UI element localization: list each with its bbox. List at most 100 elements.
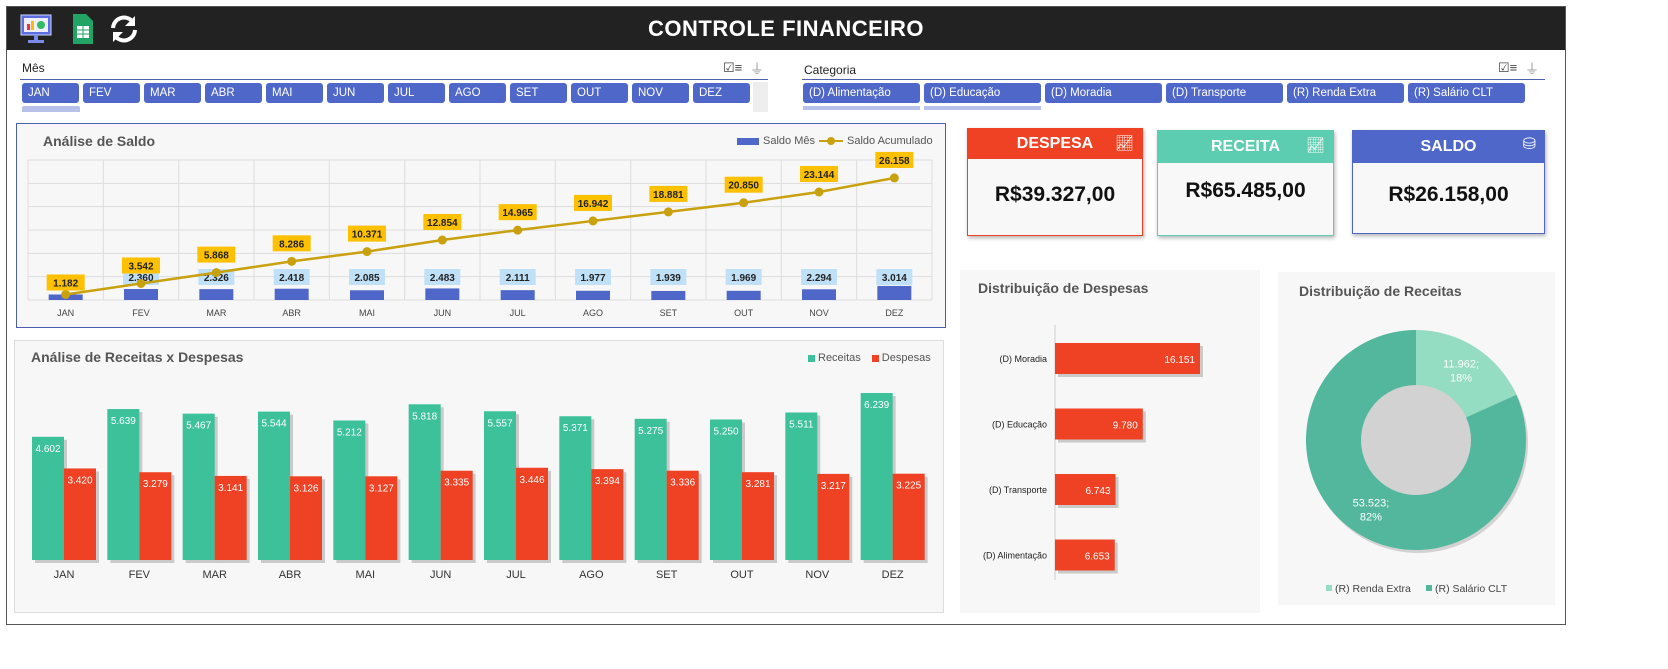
data-label-bg: [575, 269, 611, 285]
data-label-bg: [122, 257, 160, 274]
slice-value-label: 53.523;: [1353, 498, 1390, 510]
saldo-acumulado-point: [513, 225, 523, 235]
category-slicer-overflow-item[interactable]: [803, 106, 920, 110]
x-tick-label: ABR: [282, 308, 301, 318]
x-tick-label: JUL: [510, 308, 526, 318]
x-tick-label: ABR: [279, 569, 302, 581]
data-label-bg: [800, 165, 838, 182]
saldo-mes-label: 2.360: [128, 273, 153, 284]
data-label-bg: [348, 225, 386, 242]
slicer-item-dez[interactable]: DEZ: [693, 83, 750, 103]
slicer-item-out[interactable]: OUT: [571, 83, 628, 103]
header-bar: CONTROLE FINANCEIRO: [7, 7, 1565, 50]
clear-filter-icon[interactable]: ⏚: [1525, 61, 1539, 77]
legend-label: Saldo Mês: [763, 135, 815, 147]
x-tick-label: OUT: [730, 569, 754, 581]
receitas-bar: [559, 416, 592, 560]
despesas-label: 3.281: [745, 479, 770, 490]
slicer-item-mai[interactable]: MAI: [266, 83, 323, 103]
despesas-label: 3.127: [369, 483, 394, 494]
spreadsheet-icon[interactable]: [65, 13, 99, 45]
saldo-mes-label: 2.326: [204, 273, 229, 284]
slicer-item-mar[interactable]: MAR: [144, 83, 201, 103]
saldo-chart-legend: Saldo Mês Saldo Acumulado: [737, 135, 933, 147]
x-tick-label: JAN: [57, 308, 74, 318]
data-label-bg: [650, 269, 687, 285]
x-tick-label: MAI: [359, 308, 375, 318]
slicer-item-jul[interactable]: JUL: [388, 83, 445, 103]
multi-select-icon[interactable]: ☑≡: [723, 60, 743, 75]
slicer-item-ago[interactable]: AGO: [449, 83, 506, 103]
saldo-mes-label: 2.483: [430, 273, 455, 284]
data-label-bg: [424, 269, 461, 285]
saldo-mes-bar: [274, 288, 309, 300]
saldo-acumulado-point: [588, 216, 598, 226]
trend-chart-icon: 📈︎: [1114, 135, 1134, 152]
slicer-item-jun[interactable]: JUN: [327, 83, 384, 103]
slicer-item-nov[interactable]: NOV: [632, 83, 689, 103]
despesas-bar: [365, 476, 398, 560]
despesa-category-bar: [1055, 539, 1115, 571]
despesas-bar: [290, 476, 322, 560]
despesas-label: 3.446: [519, 475, 544, 486]
multi-select-icon[interactable]: ☑≡: [1498, 60, 1518, 75]
saldo-mes-bar: [651, 290, 686, 300]
saldo-mes-label: 2.111: [506, 273, 530, 284]
presentation-chart-icon[interactable]: [19, 13, 53, 45]
legend-swatch-saldo-mes: [737, 137, 759, 145]
slicer-item--r-renda-extra[interactable]: (R) Renda Extra: [1287, 83, 1404, 103]
legend-swatch: [1326, 585, 1332, 591]
saldo-mes-bar: [877, 285, 912, 300]
receitas-bar: [860, 393, 893, 560]
x-tick-label: JAN: [54, 569, 75, 581]
slicer-item-fev[interactable]: FEV: [83, 83, 140, 103]
month-slicer-scrollbar[interactable]: [753, 82, 768, 112]
kpi-card-receita: RECEITA 📈︎ R$65.485,00: [1157, 130, 1334, 236]
saldo-acumulado-label: 10.371: [352, 230, 383, 241]
slicer-item-abr[interactable]: ABR: [205, 83, 262, 103]
slice-percent-label: 18%: [1450, 372, 1472, 384]
saldo-acumulado-point: [362, 247, 372, 257]
x-tick-label: OUT: [734, 308, 754, 318]
saldo-acumulado-point: [814, 187, 824, 197]
data-label-bg: [499, 269, 536, 285]
clear-filter-icon[interactable]: ⏚: [750, 61, 764, 77]
category-slicer-overflow-item[interactable]: [924, 106, 1041, 110]
slicer-item--d-moradia[interactable]: (D) Moradia: [1045, 83, 1162, 103]
receitas-label: 5.818: [412, 411, 437, 422]
month-slicer-overflow-item[interactable]: [22, 106, 80, 112]
y-category-label: (D) Moradia: [999, 354, 1047, 364]
slicer-item--d-transporte[interactable]: (D) Transporte: [1166, 83, 1283, 103]
legend-swatch-saldo-acumulado: [818, 137, 843, 145]
bar-value-label: 6.653: [1085, 552, 1110, 563]
saldo-acumulado-label: 8.286: [279, 239, 304, 250]
slicer-item--r-sal-rio-clt[interactable]: (R) Salário CLT: [1408, 83, 1525, 103]
slicer-item--d-alimenta-o[interactable]: (D) Alimentação: [803, 83, 920, 103]
saldo-acumulado-label: 26.158: [879, 156, 910, 167]
despesas-label: 3.225: [896, 481, 921, 492]
legend-swatch-receitas: [808, 354, 815, 362]
donut-slice: [1306, 330, 1526, 550]
despesa-category-bar: [1055, 408, 1143, 440]
receitas-bar: [710, 419, 742, 560]
receitas-label: 5.467: [186, 421, 211, 432]
data-label-bg: [423, 214, 462, 231]
saldo-acumulado-point: [211, 268, 221, 278]
refresh-icon[interactable]: [107, 13, 141, 45]
slicer-item-jan[interactable]: JAN: [22, 83, 79, 103]
saldo-mes-bar: [726, 290, 761, 300]
y-category-label: (D) Educação: [992, 420, 1047, 430]
saldo-chart: JAN 2.360 FEV 2.326 MAR 2.418 ABR 2.085 MAI 2.483…: [27, 151, 933, 318]
saldo-acumulado-label: 18.881: [653, 190, 684, 201]
receitas-bar: [408, 404, 441, 560]
saldo-mes-label: 1.969: [731, 273, 756, 284]
saldo-mes-label: 2.418: [279, 273, 304, 284]
despesas-bar: [214, 475, 247, 560]
slicer-item-set[interactable]: SET: [510, 83, 567, 103]
slice-value-label: 11.962;: [1443, 358, 1479, 370]
slicer-item--d-educa-o[interactable]: (D) Educação: [924, 83, 1041, 103]
x-tick-label: JUN: [434, 308, 452, 318]
saldo-mes-bar: [425, 288, 460, 300]
saldo-acumulado-label: 16.942: [578, 199, 609, 210]
receitas-label: 5.212: [337, 427, 362, 438]
